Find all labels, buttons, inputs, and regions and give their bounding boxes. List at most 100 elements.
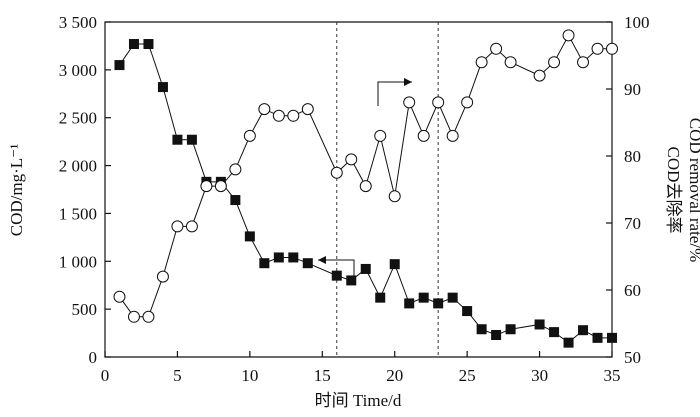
data-point-circle (548, 56, 561, 69)
y-axis-ticks: 0 500 1 000 1 500 2 000 2 500 3 000 3 500 (59, 13, 111, 367)
data-point-circle (156, 270, 169, 283)
data-point-circle (417, 129, 430, 142)
x-tick-label: 5 (173, 366, 182, 385)
data-point-square (157, 82, 168, 93)
y2-axis-title-line2: COD removal rate/% (686, 118, 700, 262)
data-point-square (476, 324, 487, 335)
right-arrow-line (377, 81, 412, 106)
x-tick-label: 35 (604, 366, 621, 385)
y2-tick-label: 60 (624, 281, 641, 300)
data-point-circle (446, 129, 459, 142)
data-point-square (534, 319, 545, 330)
data-point-square (447, 292, 458, 303)
data-point-square (143, 39, 154, 50)
data-point-square (549, 327, 560, 338)
data-point-circle (403, 96, 416, 109)
data-point-square (578, 325, 589, 336)
data-point-square (375, 292, 386, 303)
data-point-circle (345, 153, 358, 166)
y-axis-title: COD/mg·L⁻¹ (7, 144, 26, 236)
data-point-circle (475, 56, 488, 69)
y2-tick-label: 80 (624, 147, 641, 166)
y-tick-label: 2 500 (59, 109, 97, 128)
x-tick-label: 10 (241, 366, 258, 385)
data-point-circle (562, 29, 575, 42)
x-axis-title: 时间 Time/d (315, 391, 402, 410)
left-arrow-line (318, 259, 355, 285)
data-point-circle (127, 310, 140, 323)
data-point-circle (374, 129, 387, 142)
y-tick-label: 1 000 (59, 252, 97, 271)
data-point-square (563, 337, 574, 348)
data-point-square (186, 134, 197, 145)
data-point-circle (330, 166, 343, 179)
data-point-circle (490, 42, 503, 55)
data-point-circle (533, 69, 546, 82)
y2-tick-label: 50 (624, 348, 641, 367)
cod-concentration-series (114, 39, 617, 348)
left-axis-arrow (318, 256, 355, 285)
data-point-square (346, 275, 357, 286)
data-point-circle (214, 180, 227, 193)
data-point-circle (606, 42, 618, 55)
data-point-circle (142, 310, 155, 323)
right-arrow-head (404, 78, 412, 86)
data-point-circle (200, 180, 213, 193)
data-point-circle (258, 103, 271, 116)
data-point-square (273, 252, 284, 263)
data-point-square (244, 231, 255, 242)
data-point-square (491, 329, 502, 340)
y-tick-label: 0 (89, 348, 98, 367)
data-point-circle (504, 56, 517, 69)
data-point-circle (185, 220, 198, 233)
x-tick-label: 20 (386, 366, 403, 385)
right-axis-arrow (377, 78, 412, 106)
data-point-circle (301, 103, 314, 116)
y2-axis-ticks: 50 60 70 80 90 100 (606, 13, 650, 367)
x-tick-label: 0 (101, 366, 110, 385)
data-point-circle (113, 290, 126, 303)
data-point-circle (432, 96, 445, 109)
y2-tick-label: 90 (624, 80, 641, 99)
x-tick-label: 15 (314, 366, 331, 385)
data-point-square (389, 259, 400, 270)
data-point-circle (461, 96, 474, 109)
series-line (119, 43, 612, 344)
y-tick-label: 3 000 (59, 61, 97, 80)
data-point-square (505, 324, 516, 335)
data-point-square (128, 39, 139, 50)
phase-divider-lines (336, 22, 439, 357)
data-point-square (230, 195, 241, 206)
y2-axis-title-line1: COD去除率 (664, 147, 683, 234)
data-point-square (462, 306, 473, 317)
data-point-square (404, 298, 415, 309)
cod-removal-rate-series (113, 29, 618, 323)
data-point-square (607, 332, 617, 343)
data-point-square (259, 258, 270, 269)
data-point-square (302, 258, 313, 269)
data-point-square (418, 292, 429, 303)
data-point-square (172, 134, 183, 145)
y-tick-label: 2 000 (59, 157, 97, 176)
y-tick-label: 1 500 (59, 204, 97, 223)
x-tick-label: 30 (531, 366, 548, 385)
data-point-circle (243, 129, 256, 142)
data-point-circle (287, 109, 300, 122)
y2-tick-label: 70 (624, 214, 641, 233)
data-point-square (114, 60, 125, 71)
data-point-circle (272, 109, 285, 122)
data-point-circle (577, 56, 590, 69)
data-point-square (288, 252, 299, 263)
data-point-square (360, 263, 371, 274)
data-point-square (331, 270, 342, 281)
y-tick-label: 500 (72, 300, 98, 319)
x-axis-ticks: 0 5 10 15 20 25 30 35 (101, 351, 621, 385)
left-arrow-head (318, 256, 326, 264)
data-point-square (433, 298, 444, 309)
data-point-circle (359, 180, 372, 193)
y2-tick-label: 100 (624, 13, 650, 32)
data-point-circle (388, 190, 401, 203)
data-point-circle (229, 163, 242, 176)
data-point-circle (591, 42, 604, 55)
